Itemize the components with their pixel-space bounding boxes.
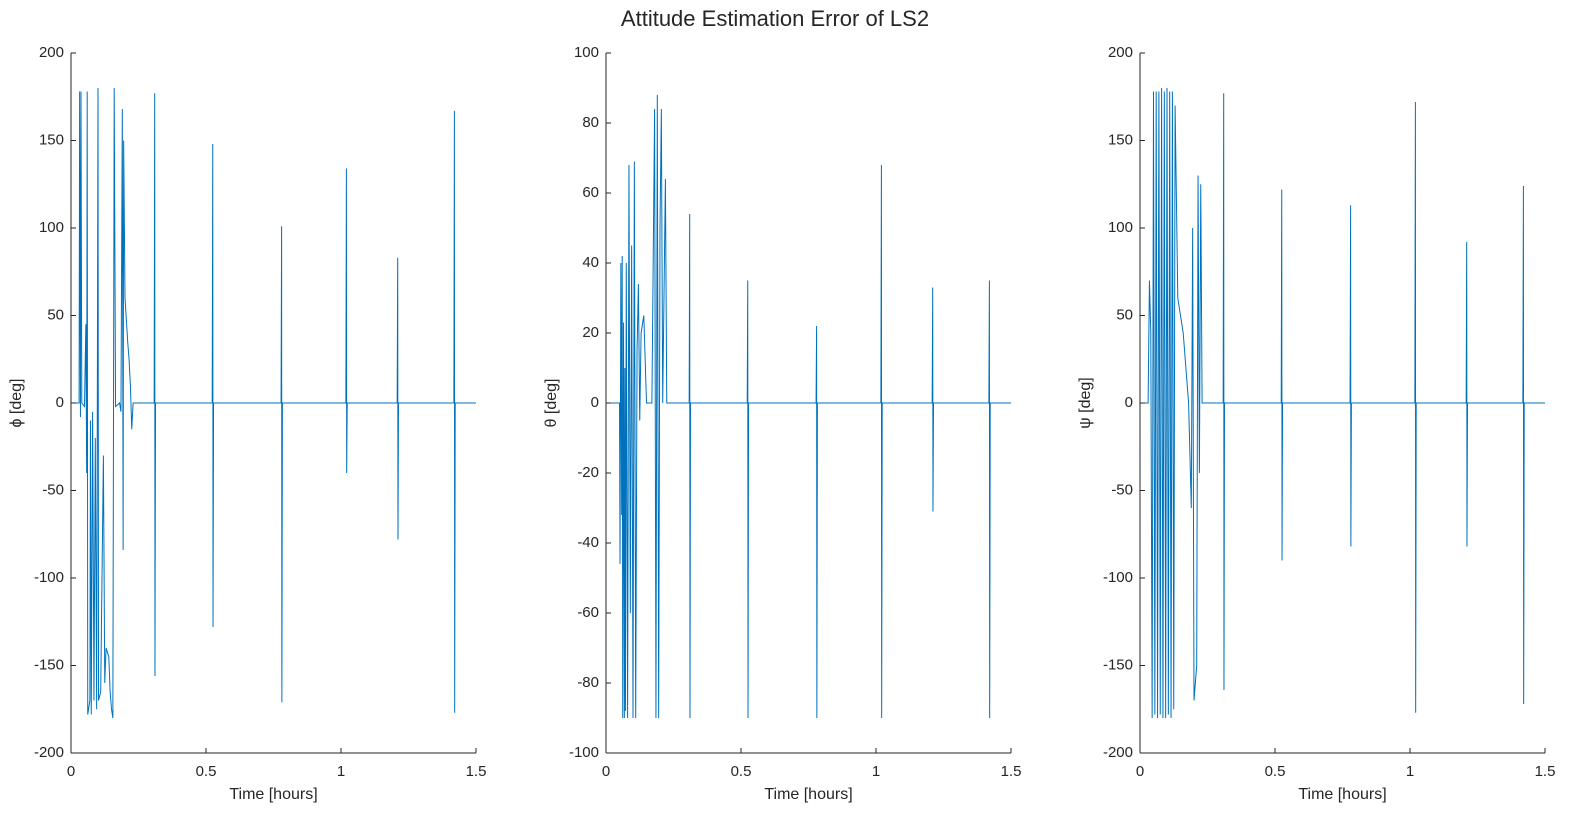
x-axis-label: Time [hours] [1298, 786, 1386, 803]
y-tick-label: -200 [1103, 744, 1133, 761]
x-tick-label: 0 [1136, 763, 1144, 780]
x-axis-label: Time [hours] [229, 786, 317, 803]
data-line [71, 87, 476, 719]
x-axis-label: Time [hours] [764, 786, 852, 803]
y-tick-label: 0 [1125, 394, 1133, 411]
y-axis-label: θ [deg] [543, 379, 560, 428]
x-tick-label: 1 [1406, 763, 1414, 780]
x-tick-label: 1.5 [1535, 763, 1556, 780]
y-tick-label: -100 [1103, 569, 1133, 586]
y-tick-label: -20 [577, 464, 599, 481]
y-tick-label: -150 [1103, 656, 1133, 673]
y-tick-label: -150 [34, 656, 64, 673]
y-tick-label: -40 [577, 534, 599, 551]
y-tick-label: 150 [39, 131, 64, 148]
y-tick-label: -100 [569, 744, 599, 761]
y-tick-label: 200 [1108, 44, 1133, 61]
y-tick-label: 40 [582, 254, 599, 271]
y-tick-label: 60 [582, 184, 599, 201]
x-tick-label: 0 [602, 763, 610, 780]
y-tick-label: 100 [574, 44, 599, 61]
figure-title: Attitude Estimation Error of LS2 [621, 6, 929, 31]
y-tick-label: 0 [591, 394, 599, 411]
y-axis-label: ψ [deg] [1077, 377, 1094, 428]
x-tick-label: 1.5 [1001, 763, 1022, 780]
y-axis-label: ϕ [deg] [8, 379, 25, 428]
y-tick-label: 80 [582, 114, 599, 131]
y-tick-label: -50 [42, 481, 64, 498]
y-tick-label: 50 [1116, 306, 1133, 323]
y-tick-label: -200 [34, 744, 64, 761]
x-tick-label: 0.5 [731, 763, 752, 780]
x-tick-label: 1 [337, 763, 345, 780]
data-line [606, 94, 1011, 719]
y-tick-label: 200 [39, 44, 64, 61]
y-tick-label: -60 [577, 604, 599, 621]
data-line [1140, 87, 1545, 719]
y-tick-label: 50 [47, 306, 64, 323]
x-tick-label: 0 [67, 763, 75, 780]
y-tick-label: -80 [577, 674, 599, 691]
y-tick-label: 20 [582, 324, 599, 341]
y-tick-label: 100 [1108, 219, 1133, 236]
y-tick-label: 150 [1108, 131, 1133, 148]
x-tick-label: 0.5 [196, 763, 217, 780]
y-tick-label: -100 [34, 569, 64, 586]
y-tick-label: 100 [39, 219, 64, 236]
x-tick-label: 1 [872, 763, 880, 780]
x-tick-label: 1.5 [466, 763, 487, 780]
x-tick-label: 0.5 [1265, 763, 1286, 780]
y-tick-label: -50 [1111, 481, 1133, 498]
y-tick-label: 0 [56, 394, 64, 411]
